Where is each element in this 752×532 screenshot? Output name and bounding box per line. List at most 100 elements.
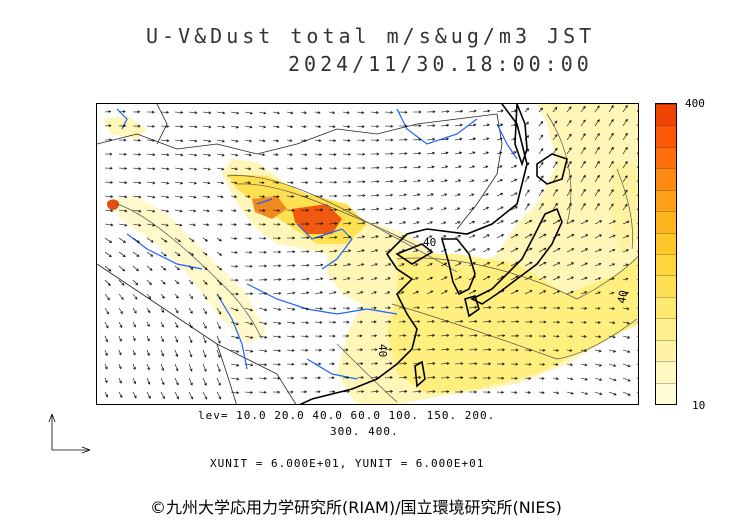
wind-arrow [244, 349, 254, 353]
wind-arrow [356, 291, 364, 295]
wind-arrow [342, 306, 351, 310]
wind-arrow [230, 349, 240, 353]
wind-arrow [454, 262, 462, 267]
wind-arrow [580, 291, 588, 295]
wind-arrow [636, 137, 638, 141]
wind-arrow [608, 203, 614, 211]
wind-arrow [636, 151, 638, 155]
wind-arrow [496, 348, 506, 352]
wind-arrow [552, 175, 558, 183]
wind-arrow [454, 362, 464, 366]
wind-arrow [230, 167, 239, 171]
wind-arrow [300, 334, 309, 338]
colorbar [655, 103, 677, 405]
wind-arrow [482, 362, 492, 366]
wind-arrow [482, 334, 492, 338]
wind-arrow [398, 263, 405, 267]
contour-label: 40 [376, 344, 389, 357]
wind-arrow [370, 291, 377, 295]
wind-arrow [301, 222, 310, 226]
colorbar-band [656, 275, 676, 297]
wind-arrow [188, 363, 193, 372]
wind-arrow [174, 223, 183, 227]
wind-arrow [230, 153, 239, 157]
wind-arrow [356, 194, 366, 197]
wind-arrow [118, 166, 128, 170]
wind-arrow [482, 248, 491, 253]
wind-arrow [273, 250, 282, 254]
wind-arrow [398, 110, 408, 114]
wind-arrow [636, 349, 638, 351]
wind-arrow [384, 249, 392, 253]
wind-arrow [454, 290, 463, 295]
map-title-datetime: 2024/11/30.18:00:00 [288, 52, 593, 76]
wind-arrow [272, 167, 279, 170]
wind-arrow [174, 153, 184, 157]
contour-levels-line2: 300. 400. [330, 425, 399, 438]
wind-arrow [440, 376, 450, 380]
wind-arrow [356, 221, 366, 225]
wind-arrow [440, 193, 448, 197]
wind-arrow [426, 276, 434, 281]
wind-arrow [356, 138, 366, 142]
wind-arrow [580, 234, 589, 239]
wind-arrow [496, 320, 506, 324]
wind-arrow [342, 320, 350, 324]
wind-arrow [342, 291, 351, 295]
wind-arrow [188, 223, 196, 227]
wind-arrow [468, 362, 478, 366]
wind-arrow [300, 291, 310, 295]
wind-arrow [314, 307, 323, 311]
wind-arrow [132, 321, 136, 328]
wind-arrow [454, 123, 463, 127]
wind-arrow [272, 291, 282, 295]
wind-arrow [412, 221, 420, 225]
wind-arrow [552, 233, 561, 239]
wind-arrow [174, 293, 179, 299]
wind-arrow [496, 390, 505, 394]
coast-sakhalin [514, 104, 528, 167]
wind-arrow [216, 349, 221, 359]
wind-arrow [174, 125, 184, 129]
map-canvas: 40 40 40 [97, 104, 638, 404]
wind-arrow [552, 147, 558, 155]
wind-arrow [104, 391, 108, 398]
wind-arrow [566, 147, 572, 155]
wind-arrow [118, 335, 122, 342]
wind-arrow [230, 209, 237, 212]
wind-arrow [286, 208, 295, 212]
wind-arrow [230, 195, 238, 199]
contour-labels: 40 40 40 [376, 236, 630, 357]
wind-arrow [608, 234, 616, 239]
wind-arrow [524, 362, 532, 366]
wind-arrow [230, 139, 239, 143]
wind-arrow [146, 110, 155, 114]
wind-arrow [104, 195, 114, 199]
wind-arrow [426, 362, 436, 365]
wind-arrow [510, 334, 520, 338]
wind-arrow [524, 320, 533, 324]
wind-arrow [594, 188, 600, 197]
unit-scale-text: XUNIT = 6.000E+01, YUNIT = 6.000E+01 [210, 457, 485, 470]
wind-arrow [426, 390, 436, 394]
wind-arrow [370, 193, 380, 197]
wind-arrow [594, 160, 600, 169]
wind-arrow [202, 209, 210, 213]
dust-core-2 [292, 204, 342, 234]
wind-arrow [482, 193, 489, 197]
wind-arrow [160, 293, 165, 299]
wind-arrow [146, 209, 156, 213]
wind-arrow [188, 279, 194, 285]
wind-arrow [538, 362, 546, 366]
wind-arrow [272, 125, 280, 129]
wind-arrow [146, 363, 150, 371]
wind-arrow [482, 306, 492, 309]
wind-arrow [174, 349, 179, 358]
wind-arrow [412, 277, 419, 281]
wind-arrow [440, 262, 448, 267]
wind-arrow [510, 261, 519, 267]
wind-arrow [510, 220, 519, 225]
wind-arrow [510, 362, 519, 366]
wind-arrow [286, 250, 296, 254]
wind-arrow [300, 277, 310, 281]
